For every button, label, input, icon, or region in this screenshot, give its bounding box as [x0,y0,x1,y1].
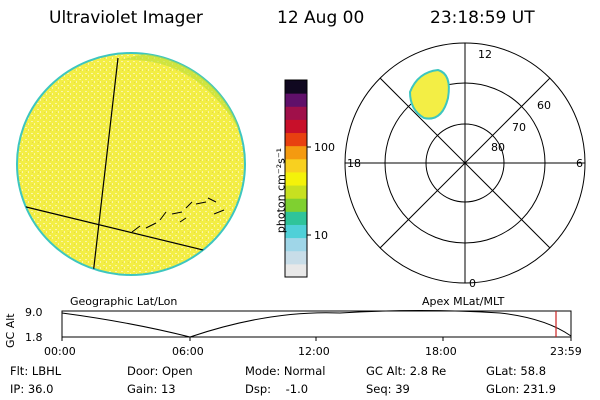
time-label: 23:18:59 UT [430,8,535,28]
colorbar-segment [285,250,307,265]
lat-label-70: 70 [512,121,526,134]
coastline-outline [131,197,225,233]
colorbar-unit-label: photon cm⁻²s⁻¹ [274,147,288,234]
info-filter: Flt: LBHL [10,364,62,378]
colorbar-segment [285,263,307,278]
earth-caption: Geographic Lat/Lon [70,295,178,308]
latitude-line [21,205,237,259]
colorbar-segment [285,171,307,186]
info-glat: GLat: 58.8 [486,364,547,378]
colorbar-segment [285,106,307,120]
info-glon: GLon: 231.9 [486,382,556,396]
timeline-axis-label: GC Alt [4,313,17,348]
timeline-y-top: 9.0 [25,306,43,319]
altitude-curve [61,310,572,338]
colorbar-segment [285,119,307,134]
timeline-x-2359: 23:59 [550,345,582,358]
timeline-x-0000: 00:00 [44,345,76,358]
colorbar-frame [284,79,308,278]
colorbar-segment [285,237,307,252]
altitude-timeline [61,310,572,341]
colorbar-segment [285,158,307,173]
info-seq: Seq: 39 [366,382,410,396]
colorbar-segment [285,211,307,225]
instrument-title: Ultraviolet Imager [49,8,203,28]
info-gc-alt: GC Alt: 2.8 Re [366,364,447,378]
timeline-x-1800: 18:00 [425,345,457,358]
colorbar-segment [285,132,307,147]
auroral-oval-patch [408,68,450,120]
lat-label-80: 80 [491,141,505,154]
polar-caption: Apex MLat/MLT [422,295,505,308]
lat-label-60: 60 [537,99,551,112]
mlt-label-0: 0 [469,277,476,290]
colorbar [285,80,307,278]
timeline-x-1200: 12:00 [298,345,330,358]
info-mode: Mode: Normal [245,364,326,378]
mlt-label-18: 18 [347,157,361,170]
colorbar-segment [285,224,307,239]
colorbar-segment [285,145,307,160]
colorbar-tick-100: 100 [314,141,335,154]
colorbar-tick-10: 10 [314,229,328,242]
timeline-y-bottom: 1.8 [25,331,43,344]
colorbar-segment [285,198,307,212]
colorbar-segment [285,93,307,107]
mlt-label-6: 6 [576,157,583,170]
info-ip: IP: 36.0 [10,382,54,396]
info-dsp: Dsp: -1.0 [245,382,309,396]
mlt-label-12: 12 [478,48,492,61]
info-gain: Gain: 13 [127,382,176,396]
timeline-x-0600: 06:00 [172,345,204,358]
info-door: Door: Open [127,364,193,378]
polar-plot [344,42,586,284]
date-label: 12 Aug 00 [277,8,365,28]
meridian-line [92,57,119,275]
colorbar-segment [285,80,307,94]
earth-image [16,52,246,276]
colorbar-segment [285,185,307,199]
